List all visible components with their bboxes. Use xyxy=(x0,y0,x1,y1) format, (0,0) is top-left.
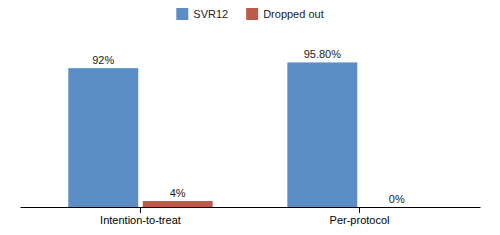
legend: SVR12 Dropped out xyxy=(176,8,323,20)
data-labels: 92% 95.80% 4% 0% xyxy=(92,48,405,205)
x-tick-mark xyxy=(140,207,141,213)
bar xyxy=(143,201,213,207)
plot-area xyxy=(68,62,357,207)
chart-svg: 92% 95.80% 4% 0% Intention-to-treat Per-proto… xyxy=(0,0,500,235)
x-axis: Intention-to-treat Per-protocol xyxy=(21,207,481,226)
legend-swatch xyxy=(176,8,188,20)
x-tick: Intention-to-treat xyxy=(100,207,181,226)
x-tick: Per-protocol xyxy=(330,207,390,226)
x-tick-label: Intention-to-treat xyxy=(100,214,181,226)
bar xyxy=(68,68,138,207)
bar xyxy=(362,207,432,208)
x-axis-line xyxy=(21,207,481,208)
legend-item: Dropped out xyxy=(246,8,324,20)
data-label: 0% xyxy=(389,193,405,205)
data-label: 95.80% xyxy=(304,48,342,60)
data-label: 92% xyxy=(92,54,114,66)
legend-swatch xyxy=(246,8,258,20)
legend-label: Dropped out xyxy=(263,8,324,20)
x-tick-label: Per-protocol xyxy=(330,214,390,226)
legend-item: SVR12 xyxy=(176,8,228,20)
chart-container: 92% 95.80% 4% 0% Intention-to-treat Per-proto… xyxy=(0,0,500,235)
data-label: 4% xyxy=(170,187,186,199)
x-tick-mark xyxy=(359,207,360,213)
legend-label: SVR12 xyxy=(193,8,228,20)
bar xyxy=(287,62,357,207)
